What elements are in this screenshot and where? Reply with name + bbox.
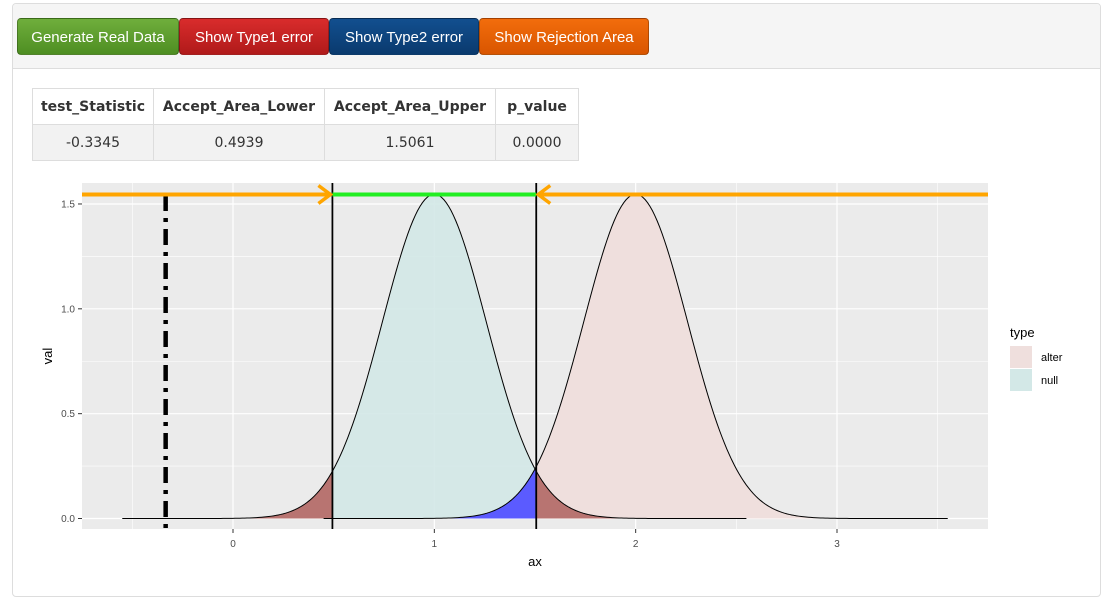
- stats-header-row: test_Statistic Accept_Area_Lower Accept_…: [32, 88, 579, 125]
- right-rejection-arrowhead: [535, 184, 552, 205]
- legend: type alter null: [1010, 325, 1063, 391]
- legend-key-null: [1010, 369, 1032, 391]
- generate-real-data-button[interactable]: Generate Real Data: [17, 18, 179, 55]
- y-tick-label: 0.5: [61, 409, 75, 420]
- stats-data-row: -0.3345 0.4939 1.5061 0.0000: [32, 124, 579, 161]
- show-type1-error-button[interactable]: Show Type1 error: [179, 18, 329, 55]
- alter-density-area: [323, 194, 948, 519]
- x-tick-label: 0: [230, 539, 236, 550]
- show-type2-error-button[interactable]: Show Type2 error: [329, 18, 479, 55]
- button-toolbar: Generate Real Data Show Type1 error Show…: [13, 4, 1100, 69]
- cell-accept-area-upper: 1.5061: [324, 124, 496, 161]
- y-tick-label: 1.5: [61, 199, 75, 210]
- y-axis-label: val: [40, 348, 55, 365]
- x-tick-label: 2: [633, 539, 639, 550]
- cell-accept-area-lower: 0.4939: [153, 124, 325, 161]
- type1-lower-tail-area: [122, 471, 333, 519]
- header-p-value: p_value: [495, 88, 579, 125]
- header-accept-area-lower: Accept_Area_Lower: [153, 88, 325, 125]
- y-tick-label: 1.0: [61, 304, 75, 315]
- type2-error-area: [323, 466, 537, 519]
- show-rejection-area-button[interactable]: Show Rejection Area: [479, 18, 649, 55]
- x-tick-label: 3: [834, 539, 840, 550]
- axes: 0 1 2 3 0.0 0.5 1.0 1.5: [61, 199, 840, 550]
- cell-p-value: 0.0000: [495, 124, 579, 161]
- cell-test-statistic: -0.3345: [32, 124, 154, 161]
- legend-label-alter: alter: [1041, 352, 1063, 364]
- y-tick-label: 0.0: [61, 514, 75, 525]
- stats-table: test_Statistic Accept_Area_Lower Accept_…: [32, 88, 579, 161]
- left-rejection-arrowhead: [317, 184, 334, 205]
- legend-label-null: null: [1041, 375, 1058, 387]
- header-accept-area-upper: Accept_Area_Upper: [324, 88, 496, 125]
- header-test-statistic: test_Statistic: [32, 88, 154, 125]
- legend-title: type: [1010, 325, 1035, 340]
- null-density-area: [122, 194, 747, 519]
- x-axis-label: ax: [528, 554, 542, 569]
- reference-lines: [82, 183, 988, 529]
- type1-upper-tail-area: [536, 471, 747, 519]
- legend-key-alter: [1010, 346, 1032, 368]
- x-tick-label: 1: [432, 539, 438, 550]
